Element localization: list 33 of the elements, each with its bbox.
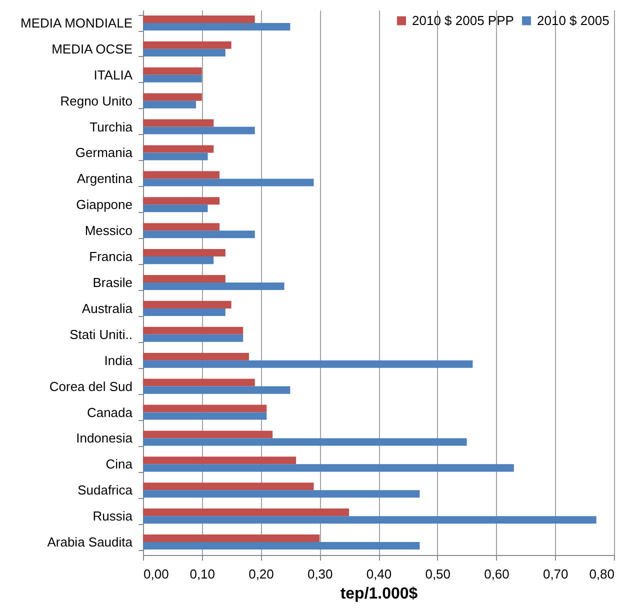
legend-label: 2010 $ 2005 PPP (412, 12, 514, 28)
y-tick-label: Cina (106, 456, 134, 472)
x-tick-label: 0,20 (248, 566, 274, 582)
y-tick-label: ITALIA (94, 67, 133, 82)
y-tick-label: Russia (92, 508, 134, 524)
y-tick-label: Stati Uniti.. (70, 326, 132, 342)
x-tick-label: 0,60 (484, 566, 510, 582)
y-tick-label: Regno Unito (60, 93, 132, 108)
x-tick-label: 0,80 (589, 566, 614, 582)
x-tick-label: 0,40 (366, 566, 392, 582)
x-tick-label: 0,30 (307, 566, 333, 582)
y-tick-label: Canada (86, 404, 134, 420)
x-tick-label: 0,70 (542, 566, 568, 582)
y-tick-label: Brasile (92, 275, 132, 290)
x-tick-label: 0,50 (425, 566, 451, 582)
x-axis-title: tep/1.000$ (340, 586, 418, 602)
y-tick-label: India (104, 352, 134, 368)
y-tick-label: Australia (82, 300, 134, 316)
y-tick-label: Germania (75, 145, 134, 160)
y-tick-label: Indonesia (76, 430, 134, 446)
y-tick-label: Giappone (76, 197, 132, 212)
y-tick-label: Sudafrica (78, 482, 134, 498)
y-tick-label: Francia (89, 249, 134, 264)
x-tick-label: 0,10 (190, 566, 216, 582)
y-tick-label: Turchia (90, 119, 134, 134)
y-tick-label: MEDIA MONDIALE (20, 15, 133, 30)
y-tick-label: MEDIA OCSE (52, 41, 133, 56)
x-tick-label: 0,00 (144, 566, 169, 582)
y-tick-label: Arabia Saudita (47, 534, 134, 550)
y-tick-label: Messico (84, 223, 132, 238)
y-tick-label: Corea del Sud (49, 378, 132, 394)
y-tick-label: Argentina (76, 171, 134, 186)
legend-label: 2010 $ 2005 (537, 12, 610, 28)
